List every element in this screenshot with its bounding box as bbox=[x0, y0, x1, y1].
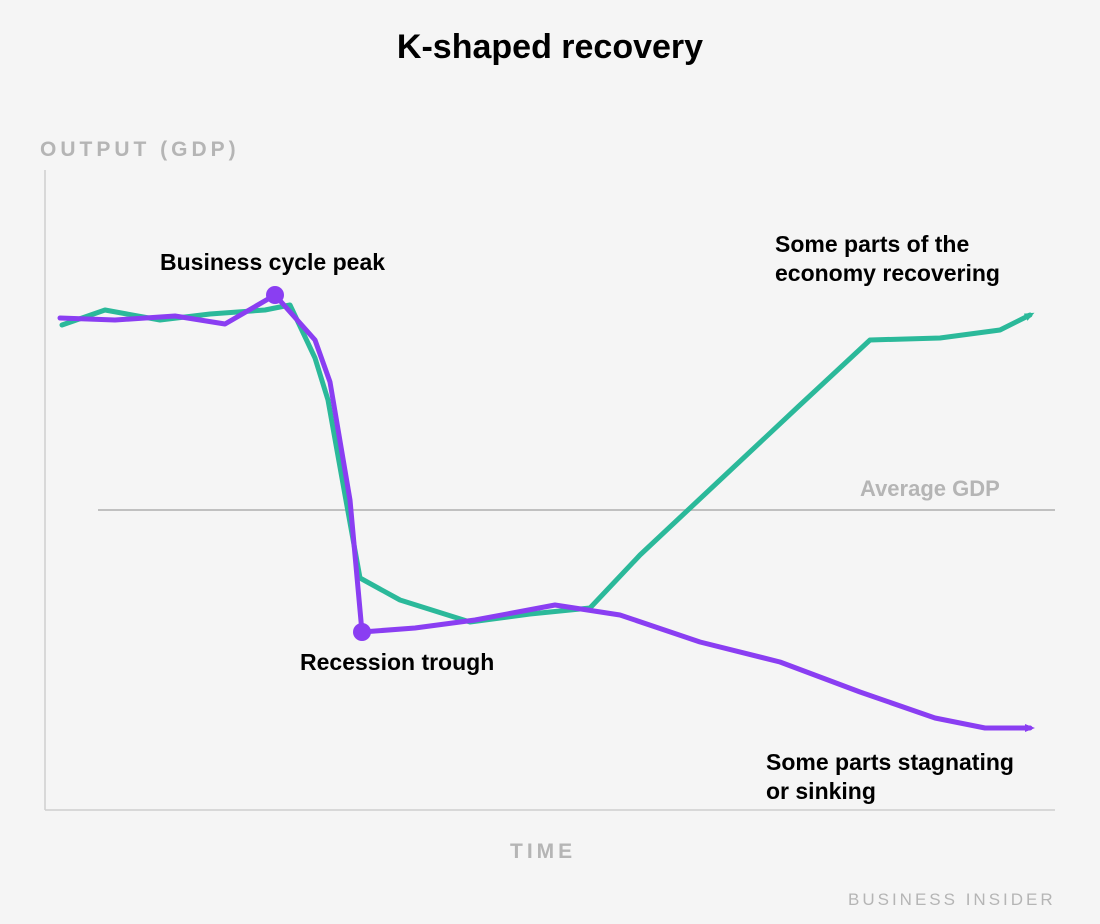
attribution: BUSINESS INSIDER bbox=[848, 890, 1056, 910]
x-axis-label: TIME bbox=[510, 840, 576, 864]
annotation-recovering: Some parts of theeconomy recovering bbox=[775, 230, 1000, 288]
annotation-peak: Business cycle peak bbox=[160, 248, 385, 277]
chart-title: K-shaped recovery bbox=[0, 28, 1100, 67]
average-gdp-label: Average GDP bbox=[860, 476, 1000, 502]
y-axis-label: OUTPUT (GDP) bbox=[40, 138, 240, 162]
k-shaped-chart: K-shaped recovery OUTPUT (GDP) TIME Aver… bbox=[0, 0, 1100, 924]
annotation-trough: Recession trough bbox=[300, 648, 494, 677]
annotation-stagnating: Some parts stagnatingor sinking bbox=[766, 748, 1014, 806]
